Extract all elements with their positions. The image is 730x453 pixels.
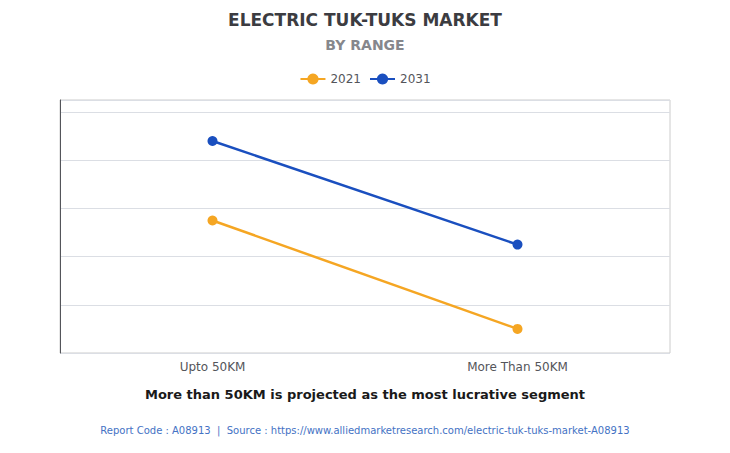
svg-text:BY RANGE: BY RANGE <box>325 37 404 53</box>
svg-text:More than 50KM is projected as: More than 50KM is projected as the most … <box>145 387 585 402</box>
svg-text:2031: 2031 <box>400 72 431 86</box>
svg-text:Report Code : A08913 | Sourc: Report Code : A08913 | Source : https://… <box>100 425 629 437</box>
svg-text:ELECTRIC TUK-TUKS MARKET: ELECTRIC TUK-TUKS MARKET <box>228 10 502 30</box>
svg-text:Upto 50KM: Upto 50KM <box>180 360 246 374</box>
svg-text:More Than 50KM: More Than 50KM <box>467 360 568 374</box>
svg-text:2021: 2021 <box>330 72 361 86</box>
